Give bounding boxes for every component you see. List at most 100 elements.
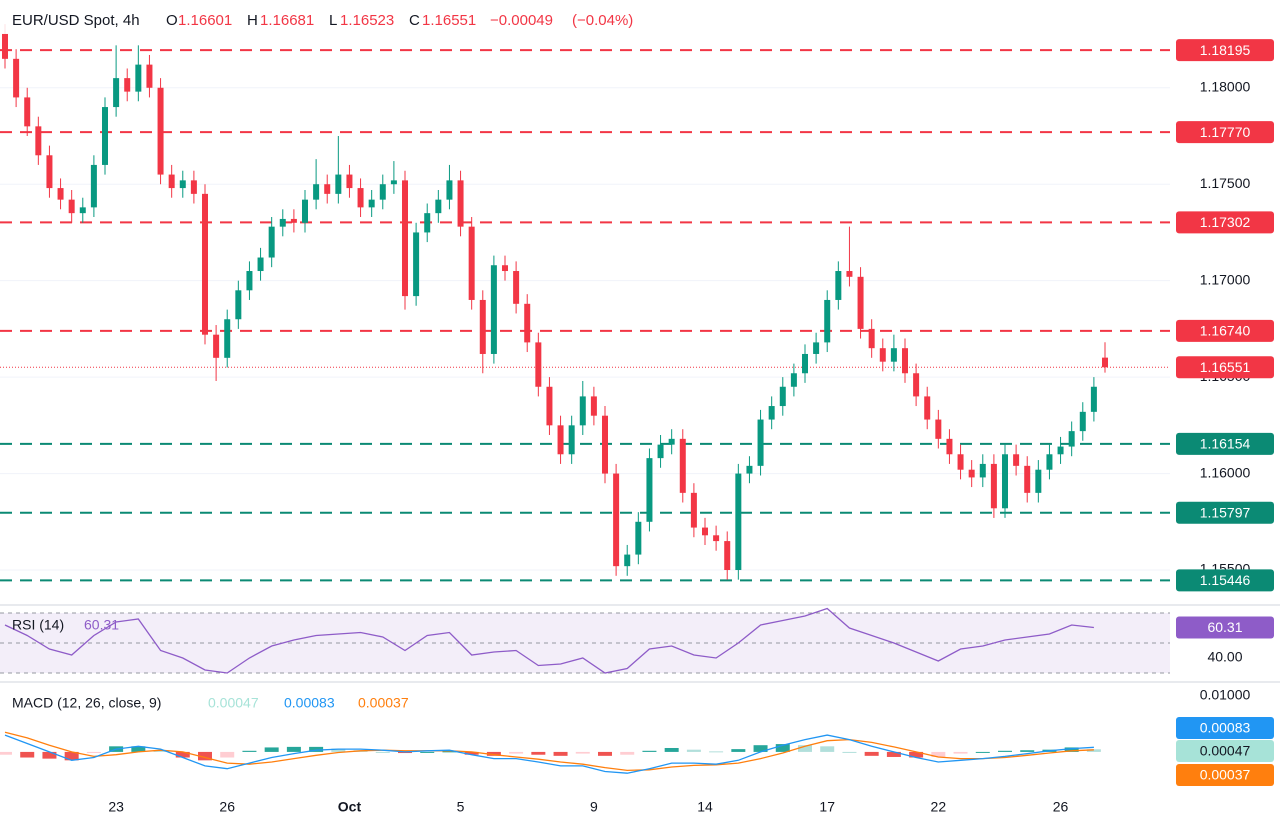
candle-body — [957, 454, 964, 470]
histogram-bar — [642, 750, 657, 752]
histogram-bar — [286, 746, 301, 752]
candle-body — [68, 199, 75, 214]
candle-body — [24, 97, 31, 127]
candle-body — [1046, 454, 1053, 470]
histogram-bar — [975, 751, 990, 753]
candle-body — [513, 271, 520, 304]
candle-body — [79, 207, 86, 214]
high-value: 1.16681 — [260, 12, 314, 29]
rsi-value: 60.31 — [84, 617, 119, 633]
histogram-bar — [486, 751, 501, 756]
candle-body — [190, 180, 197, 194]
candle-body — [1068, 431, 1075, 447]
histogram-bar — [909, 751, 924, 758]
candle-body — [490, 265, 497, 354]
candle-body — [790, 373, 797, 387]
histogram-bar — [264, 747, 279, 752]
histogram-label: 0.00047 — [1200, 743, 1251, 759]
candle-body — [202, 193, 208, 335]
hist-value: 0.00047 — [208, 695, 259, 711]
histogram-bar — [753, 745, 768, 752]
candle-body — [424, 213, 431, 233]
candle-body — [1035, 469, 1042, 493]
histogram-bar — [731, 749, 746, 752]
candle-body — [835, 271, 842, 300]
rsi-header: RSI (14) 60.31 — [12, 617, 119, 633]
candle-body — [368, 199, 375, 208]
candle-body — [124, 78, 131, 92]
candle-body — [457, 180, 464, 227]
candle-body — [568, 425, 575, 455]
candle-body — [679, 438, 686, 493]
histogram-bar — [331, 748, 346, 752]
last-price-label-box — [1176, 356, 1274, 379]
histogram-bar — [686, 749, 701, 752]
candle-body — [935, 419, 942, 439]
candle-body — [346, 174, 353, 189]
candle-body — [968, 469, 975, 478]
histogram-bar — [575, 751, 590, 754]
candle-body — [324, 184, 331, 194]
candle-body — [146, 64, 153, 88]
y-tick-label: 0.01000 — [1200, 687, 1251, 703]
candle-body — [179, 180, 186, 189]
last-price-label: 1.16551 — [1200, 359, 1251, 375]
candle-body — [590, 396, 597, 416]
y-tick-label: 1.17000 — [1200, 271, 1251, 287]
low-label: L — [329, 12, 337, 29]
histogram-bar — [775, 744, 790, 752]
histogram-bar — [1020, 750, 1035, 752]
histogram-bar — [598, 751, 612, 756]
macd-header: MACD (12, 26, close, 9) 0.00047 0.00083 … — [12, 695, 409, 711]
candle-body — [890, 348, 897, 362]
y-tick-label: 40.00 — [1207, 649, 1242, 665]
histogram-bar — [820, 746, 835, 752]
signal-line — [4, 731, 1094, 772]
histogram-bar — [620, 751, 635, 755]
level-label-box — [1176, 39, 1274, 62]
candle-body — [579, 396, 586, 426]
open-label: O — [166, 12, 178, 29]
candle-body — [246, 271, 253, 291]
candle-body — [135, 64, 142, 92]
plot-area — [0, 24, 1170, 774]
close-label: C — [409, 12, 420, 29]
macd-title: MACD (12, 26, close, 9) — [12, 695, 161, 711]
high-label: H — [247, 12, 258, 29]
candle-body — [757, 419, 764, 466]
candle-body — [279, 218, 286, 227]
histogram-bar — [198, 751, 212, 761]
candle-body — [1090, 386, 1097, 412]
candle-body — [435, 199, 442, 214]
x-tick-label: 26 — [1053, 799, 1069, 815]
histogram-bar — [20, 751, 35, 758]
candle-body — [57, 188, 64, 200]
level-label: 1.16740 — [1200, 323, 1251, 339]
candle-body — [102, 107, 108, 165]
candle-body — [768, 406, 775, 420]
candle-body — [257, 257, 264, 272]
level-label: 1.18195 — [1200, 42, 1251, 58]
signal-label: 0.00037 — [1200, 767, 1251, 783]
x-tick-label: 17 — [819, 799, 835, 815]
level-label-box — [1176, 501, 1274, 524]
candle-body — [468, 226, 475, 300]
low-value: 1.16523 — [340, 12, 394, 29]
y-tick-label: 1.18000 — [1200, 78, 1251, 94]
level-label-box — [1176, 569, 1274, 592]
signal-label-box — [1176, 764, 1274, 786]
candle-body — [902, 348, 908, 374]
candle-body — [313, 184, 320, 200]
candle-body — [668, 438, 675, 445]
candle-body — [724, 541, 731, 571]
candle-body — [990, 463, 997, 509]
macd-line — [4, 734, 1094, 774]
x-tick-label: 5 — [457, 799, 465, 815]
close-value: 1.16551 — [422, 12, 476, 29]
candle-body — [868, 328, 875, 349]
axis-labels: 23 26 Oct 5 9 14 17 22 26 1.18000 1.17500 1.17000 1.… — [108, 39, 1274, 815]
candle-body — [646, 458, 653, 522]
candle-body — [1002, 454, 1008, 509]
